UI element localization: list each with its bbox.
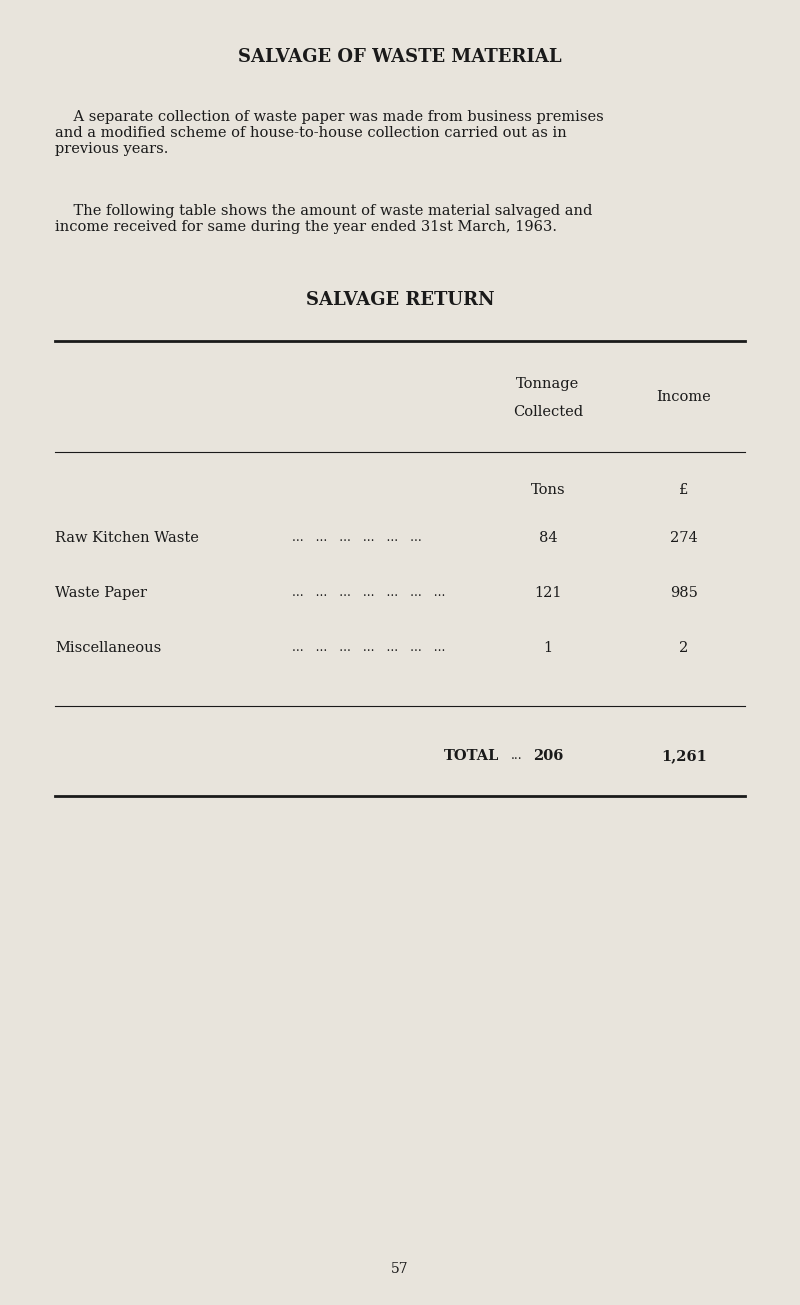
Text: 1,261: 1,261 <box>661 749 707 763</box>
Text: ...   ...   ...   ...   ...   ...   ...: ... ... ... ... ... ... ... <box>292 641 446 654</box>
Text: 1: 1 <box>543 641 553 655</box>
Text: 121: 121 <box>534 586 562 600</box>
Text: The following table shows the amount of waste material salvaged and
income recei: The following table shows the amount of … <box>55 204 593 234</box>
Text: Miscellaneous: Miscellaneous <box>55 641 162 655</box>
Text: Tonnage: Tonnage <box>516 377 580 392</box>
Text: £: £ <box>679 483 689 497</box>
Text: 985: 985 <box>670 586 698 600</box>
Text: Raw Kitchen Waste: Raw Kitchen Waste <box>55 531 199 545</box>
Text: Waste Paper: Waste Paper <box>55 586 147 600</box>
Text: 206: 206 <box>533 749 563 763</box>
Text: ...   ...   ...   ...   ...   ...: ... ... ... ... ... ... <box>292 531 422 544</box>
Text: Income: Income <box>657 390 711 405</box>
Text: TOTAL: TOTAL <box>444 749 499 763</box>
Text: ...: ... <box>510 749 522 762</box>
Text: Collected: Collected <box>513 405 583 419</box>
Text: SALVAGE OF WASTE MATERIAL: SALVAGE OF WASTE MATERIAL <box>238 48 562 67</box>
Text: 84: 84 <box>538 531 558 545</box>
Text: SALVAGE RETURN: SALVAGE RETURN <box>306 291 494 309</box>
Text: 57: 57 <box>391 1262 409 1276</box>
Text: ...   ...   ...   ...   ...   ...   ...: ... ... ... ... ... ... ... <box>292 586 446 599</box>
Text: A separate collection of waste paper was made from business premises
and a modif: A separate collection of waste paper was… <box>55 110 604 157</box>
Text: 274: 274 <box>670 531 698 545</box>
Text: 2: 2 <box>679 641 689 655</box>
Text: Tons: Tons <box>530 483 566 497</box>
